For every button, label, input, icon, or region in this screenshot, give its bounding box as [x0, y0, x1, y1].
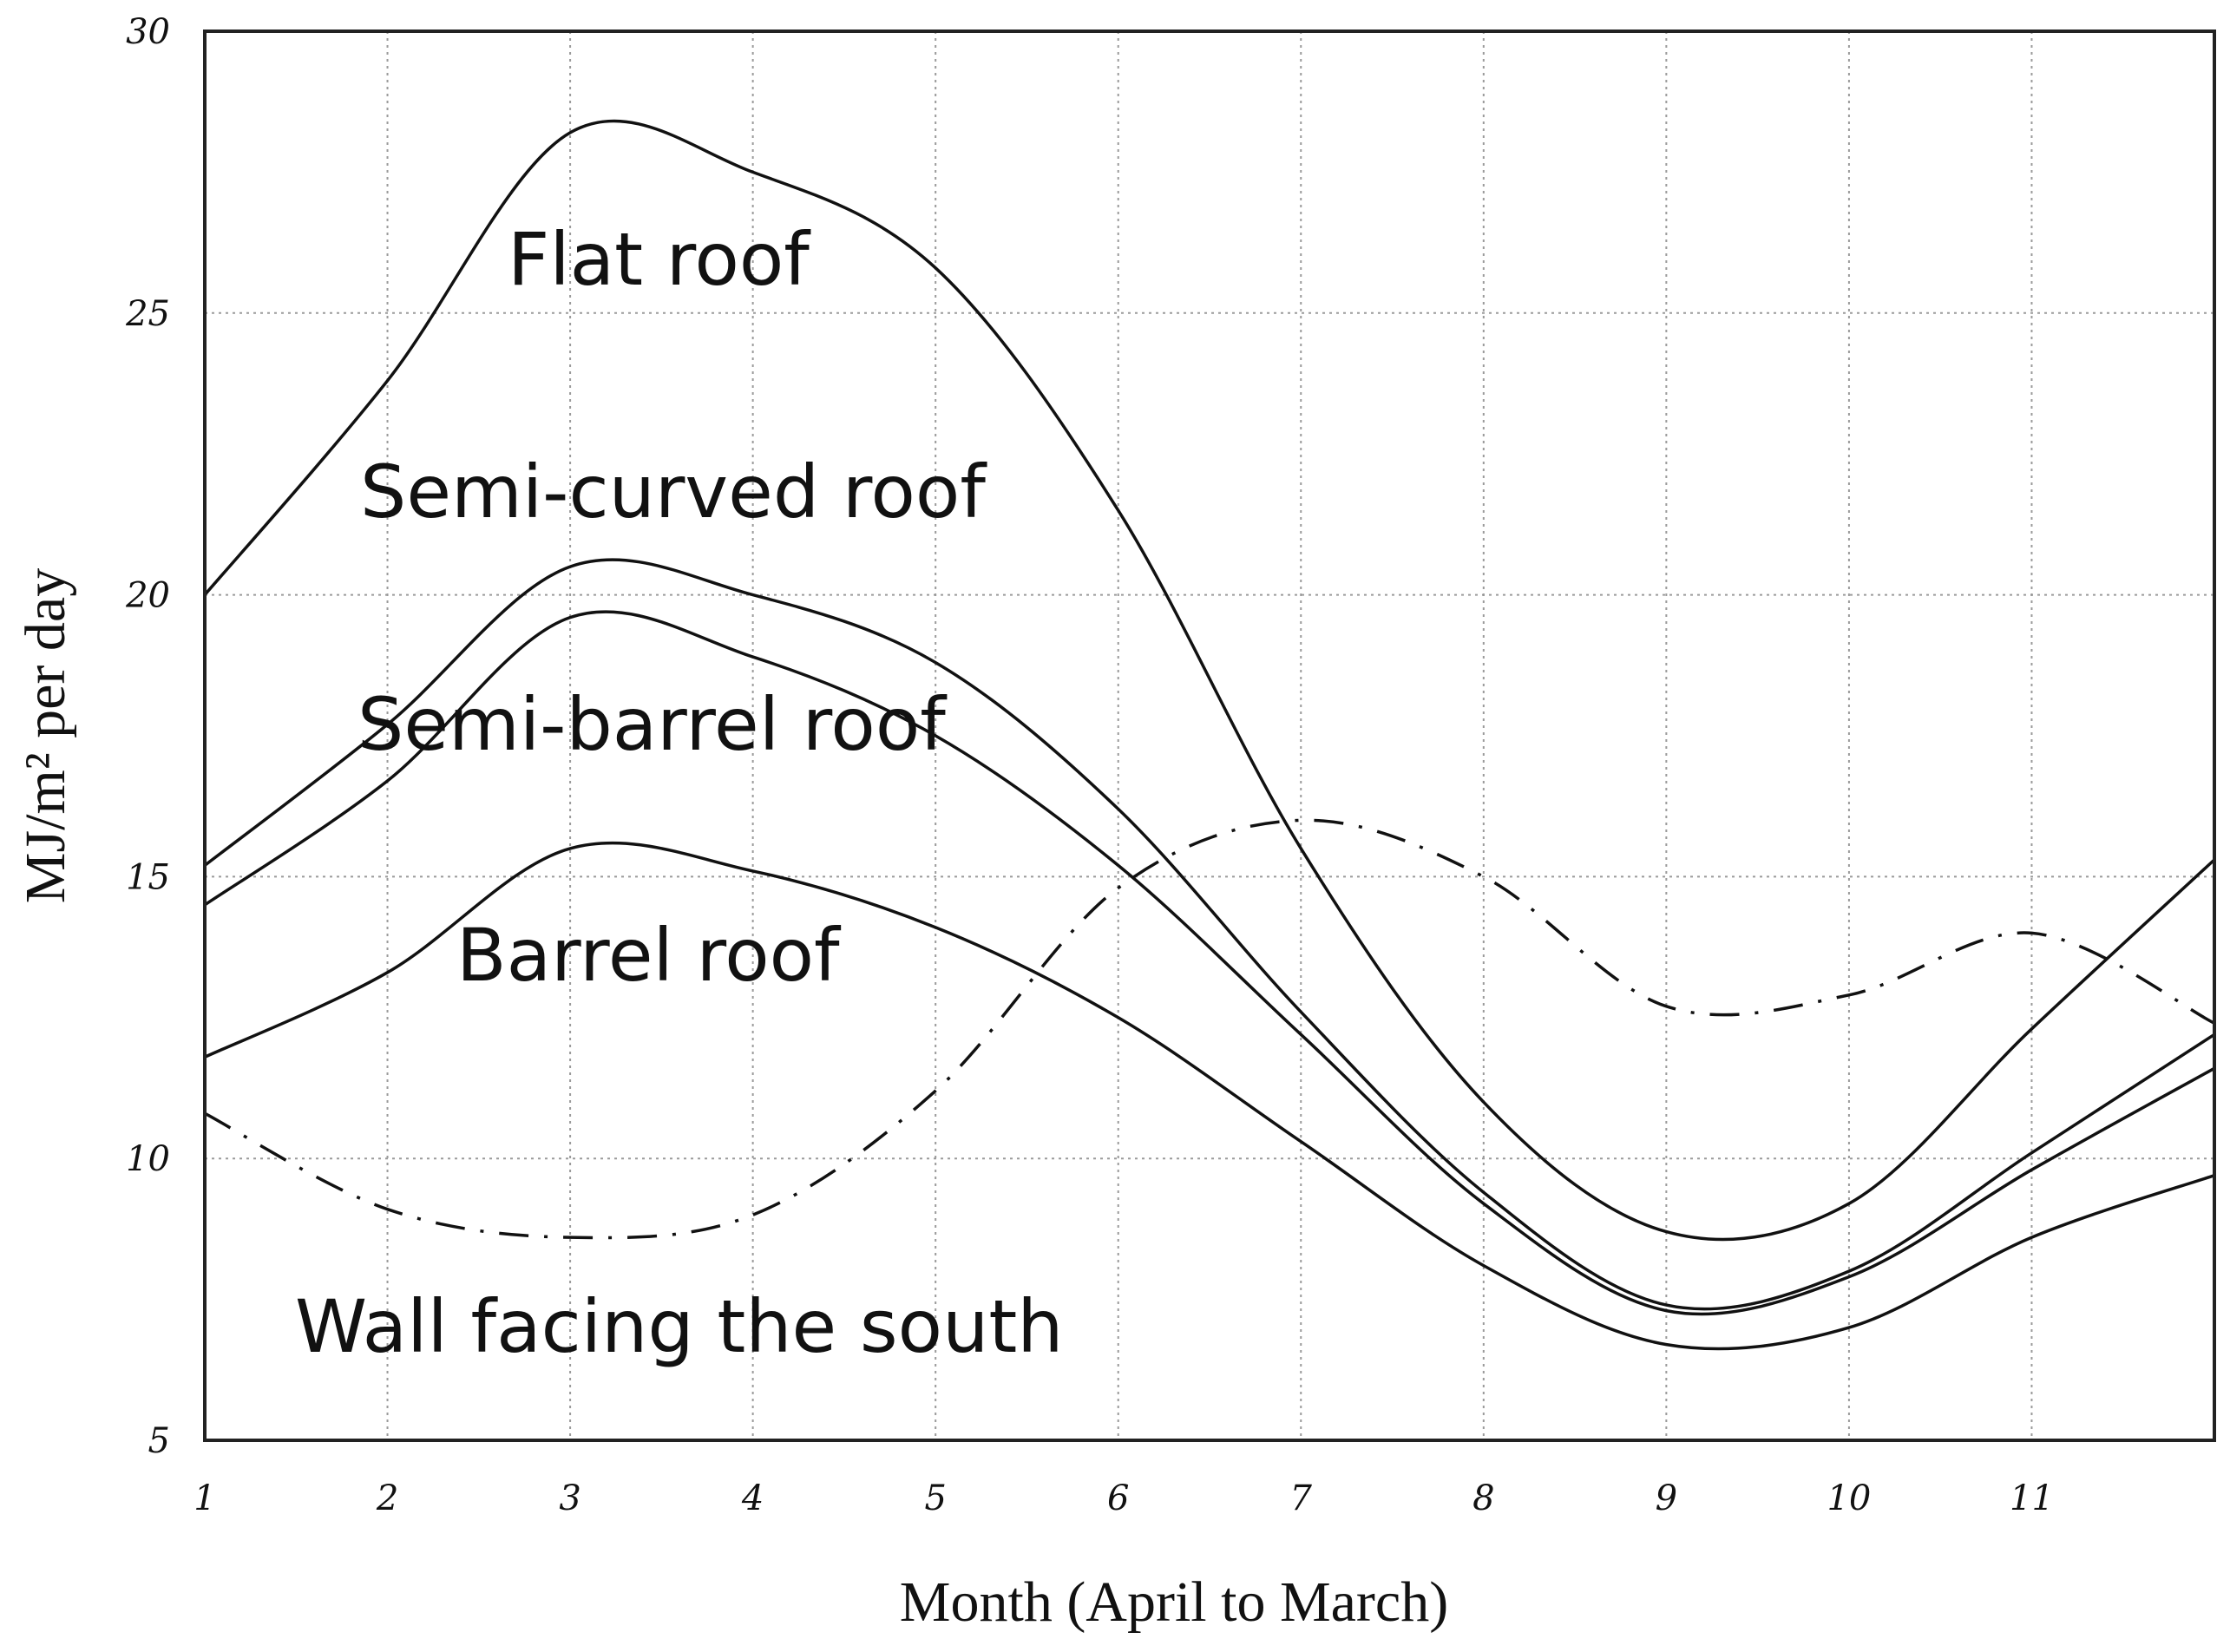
tick-labels: 1 2 3 4 5 6 7 8 9 10 11 5 10 15 20 25 30: [125, 12, 2054, 1518]
x-tick-label: 4: [741, 1478, 764, 1518]
x-tick-label: 11: [2010, 1478, 2054, 1518]
y-axis-title: MJ/m² per day: [14, 568, 77, 903]
y-tick-label: 30: [126, 12, 170, 52]
x-tick-label: 6: [1107, 1478, 1129, 1518]
x-tick-label: 3: [559, 1478, 580, 1518]
x-tick-label: 2: [376, 1478, 398, 1518]
y-tick-label: 5: [148, 1421, 170, 1461]
series-line-flat-roof: [203, 119, 2216, 1242]
series-line-semi-curved-roof: [203, 558, 2215, 1311]
series-group: [203, 119, 2216, 1351]
series-label-barrel-roof: Barrel roof: [456, 913, 842, 998]
x-tick-label: 5: [924, 1478, 946, 1518]
x-tick-label: 10: [1827, 1478, 1871, 1518]
series-label-semi-barrel-roof: Semi-barrel roof: [357, 682, 948, 767]
y-tick-label: 15: [126, 857, 170, 897]
plot-frame: [203, 30, 2216, 1442]
series-label-semi-curved-roof: Semi-curved roof: [360, 449, 987, 534]
series-line-wall-facing-the-south: [204, 818, 2215, 1240]
series-line-barrel-roof: [204, 841, 2215, 1351]
x-tick-label: 1: [193, 1478, 215, 1518]
x-tick-label: 8: [1472, 1478, 1494, 1518]
series-label-wall-facing-south: Wall facing the south: [295, 1284, 1064, 1369]
x-tick-label: 9: [1656, 1478, 1677, 1518]
y-tick-label: 25: [125, 294, 170, 334]
y-tick-label: 10: [126, 1139, 170, 1179]
x-axis-title: Month (April to March): [900, 1570, 1448, 1634]
series-label-flat-roof: Flat roof: [508, 217, 811, 302]
x-tick-label: 7: [1290, 1478, 1313, 1518]
y-tick-label: 20: [125, 576, 170, 616]
series-line-semi-barrel-roof: [204, 610, 2215, 1316]
